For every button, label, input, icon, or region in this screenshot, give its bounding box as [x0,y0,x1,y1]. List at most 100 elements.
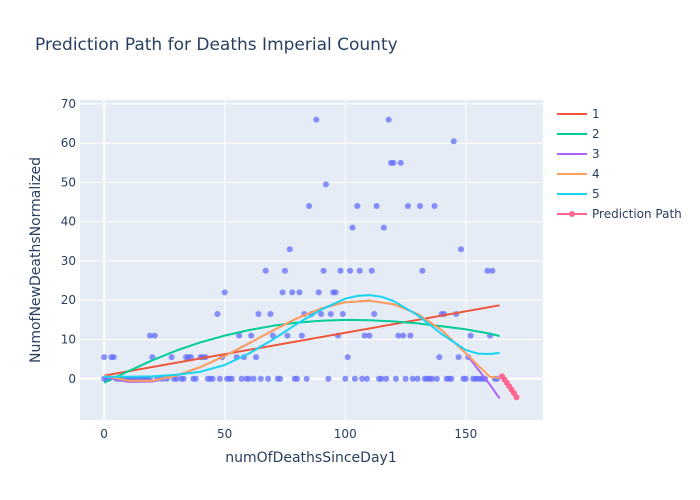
data-point [269,332,276,339]
chart-title: Prediction Path for Deaths Imperial Coun… [35,35,398,55]
data-point [214,310,221,317]
legend-label: 3 [592,147,600,161]
data-point [407,332,414,339]
data-point [101,354,108,361]
data-point [294,375,301,382]
legend-label: 4 [592,167,600,181]
legend[interactable]: 1 2 3 4 5 Prediction Path [557,107,682,221]
series-lines [103,294,501,399]
data-point [146,332,153,339]
data-point [433,375,440,382]
data-point [238,375,245,382]
data-point [180,375,187,382]
data-point [351,375,358,382]
legend-item-4[interactable]: 4 [557,167,600,181]
data-point [267,310,274,317]
data-point [436,354,443,361]
legend-label: 1 [592,107,600,121]
data-point [173,375,180,382]
x-tick-label: 150 [454,427,477,441]
legend-label: 5 [592,187,600,201]
data-point [366,332,373,339]
data-point [467,332,474,339]
data-point [431,203,438,210]
legend-marker [569,211,575,217]
data-point [354,203,361,210]
legend-item-2[interactable]: 2 [557,127,600,141]
data-point [361,332,368,339]
data-point [281,267,288,274]
data-point [390,159,397,166]
data-point [484,267,491,274]
data-point [320,267,327,274]
x-tick-label: 50 [217,427,232,441]
legend-item-prediction-path[interactable]: Prediction Path [557,207,682,221]
data-point [322,181,329,188]
x-tick-label: 0 [100,427,108,441]
y-tick-label: 30 [61,254,76,268]
data-point [313,116,320,123]
x-tick-label: 100 [334,427,357,441]
legend-item-1[interactable]: 1 [557,107,600,121]
data-point [489,267,496,274]
data-point [417,203,424,210]
legend-label: 2 [592,127,600,141]
data-point [255,310,262,317]
data-point [347,267,354,274]
data-point [344,354,351,361]
series-line-2 [103,318,500,384]
data-point [368,267,375,274]
data-point [289,289,296,296]
data-point [371,310,378,317]
data-point [262,267,269,274]
data-point [378,375,385,382]
data-point [395,332,402,339]
data-point [337,267,344,274]
y-axis-ticks: 0 10 20 30 40 50 60 70 [61,97,76,386]
x-axis-ticks: 0 50 100 150 [100,427,477,441]
series-line-5 [104,294,500,378]
y-tick-label: 50 [61,175,76,189]
data-point [306,203,313,210]
data-point [402,375,409,382]
data-point [383,375,390,382]
data-point [168,354,175,361]
data-point [356,267,363,274]
data-point [221,289,228,296]
data-point [257,375,264,382]
y-tick-label: 40 [61,215,76,229]
legend-item-3[interactable]: 3 [557,147,600,161]
data-point [359,375,366,382]
data-point [253,354,260,361]
series-line-1 [103,304,500,377]
data-point [151,332,158,339]
y-tick-label: 70 [61,97,76,111]
data-point [187,354,194,361]
data-point [409,375,416,382]
data-point [296,289,303,296]
data-point [392,375,399,382]
data-point [327,310,334,317]
data-point [298,332,305,339]
legend-label: Prediction Path [592,207,682,221]
data-point [228,375,235,382]
data-point [404,203,411,210]
data-point [209,375,216,382]
y-tick-label: 0 [68,372,76,386]
data-point [236,332,243,339]
data-point [245,375,252,382]
prediction-point [513,394,520,401]
data-point [265,375,272,382]
data-point [455,354,462,361]
data-point [284,332,291,339]
data-point [458,246,465,253]
data-point [448,375,455,382]
data-point [349,224,356,231]
data-point [342,375,349,382]
y-axis-title: NumofNewDeathsNormalized [28,157,44,363]
data-point [400,332,407,339]
data-point [429,375,436,382]
x-axis-title: numOfDeathsSinceDay1 [225,450,396,466]
legend-item-5[interactable]: 5 [557,187,600,201]
